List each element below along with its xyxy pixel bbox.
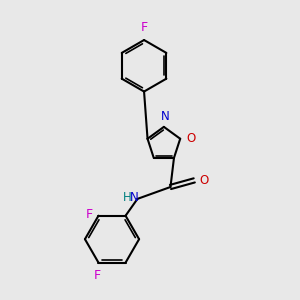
Text: H: H (122, 191, 131, 204)
Text: F: F (85, 208, 92, 220)
Text: N: N (161, 110, 170, 123)
Text: O: O (187, 132, 196, 145)
Text: F: F (140, 21, 148, 34)
Text: N: N (130, 191, 139, 204)
Text: O: O (199, 174, 208, 187)
Text: F: F (93, 269, 100, 282)
